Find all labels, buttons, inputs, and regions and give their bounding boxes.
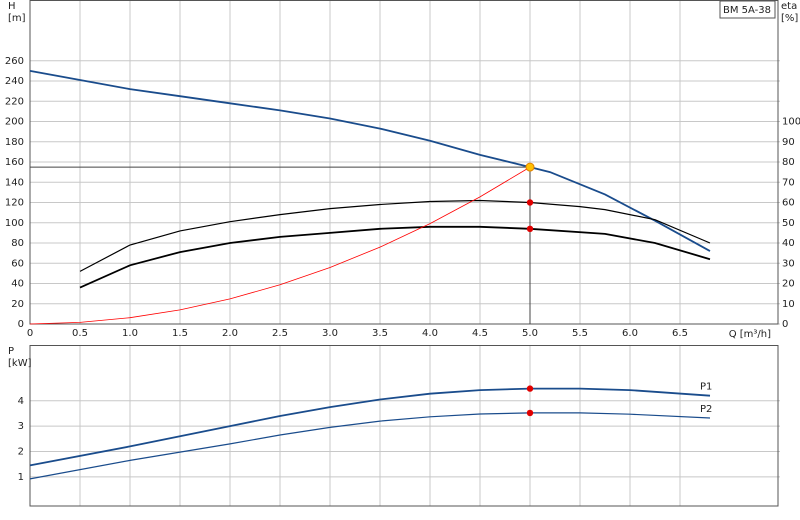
y-tick-label: 180 — [5, 137, 24, 148]
y-tick-label: 120 — [5, 198, 24, 209]
x-tick-label: 2.0 — [222, 328, 238, 339]
y2-tick-label: 40 — [782, 238, 795, 249]
curve — [29, 70, 711, 252]
y2-tick-label: 20 — [782, 279, 795, 290]
annotation: BM 5A-38 — [723, 5, 771, 16]
series-label: P2 — [700, 404, 712, 415]
y-tick-label: 80 — [11, 238, 24, 249]
y2-tick-label: 50 — [782, 218, 795, 229]
y-axis-label: [kW] — [8, 358, 32, 369]
x-axis-label: Q [m³/h] — [729, 329, 771, 340]
curve — [29, 387, 711, 467]
operating-point — [526, 409, 534, 417]
y2-tick-label: 80 — [782, 157, 795, 168]
y-axis-label: H — [8, 1, 16, 12]
y-tick-label: 20 — [11, 299, 24, 310]
x-tick-label: 3.0 — [322, 328, 338, 339]
curve — [29, 166, 531, 325]
x-tick-label: 2.5 — [272, 328, 288, 339]
y-tick-label: 40 — [11, 279, 24, 290]
y-tick-label: 1 — [18, 472, 24, 483]
x-tick-label: 1.5 — [172, 328, 188, 339]
operating-point — [526, 199, 534, 206]
curve — [29, 412, 711, 480]
y2-tick-label: 10 — [782, 299, 795, 310]
operating-point — [526, 385, 534, 392]
y2-tick-label: 100 — [782, 117, 800, 128]
x-tick-label: 0 — [27, 328, 33, 339]
y2-axis-label: [%] — [781, 13, 798, 24]
y-tick-label: 240 — [5, 76, 24, 87]
y-tick-label: 60 — [11, 258, 24, 269]
y-tick-label: 260 — [5, 56, 24, 67]
y2-tick-label: 60 — [782, 198, 795, 209]
curve — [79, 225, 711, 289]
y2-tick-label: 0 — [782, 319, 788, 330]
y-tick-label: 2 — [18, 446, 24, 457]
operating-point — [525, 162, 535, 172]
y2-tick-label: 30 — [782, 258, 795, 269]
y2-tick-label: 90 — [782, 137, 795, 148]
plot-frame — [29, 0, 779, 325]
x-tick-label: 6.0 — [622, 328, 638, 339]
x-tick-label: 4.0 — [422, 328, 438, 339]
annotation-box — [719, 0, 776, 19]
operating-point — [526, 225, 534, 233]
y2-axis-label: eta — [781, 1, 797, 12]
x-tick-label: 0.5 — [72, 328, 88, 339]
x-tick-label: 3.5 — [372, 328, 388, 339]
plot-frame — [29, 345, 779, 507]
curve — [79, 199, 711, 272]
x-tick-label: 5.0 — [522, 328, 538, 339]
x-tick-label: 1.0 — [122, 328, 138, 339]
series-label: P1 — [700, 382, 712, 393]
y-tick-label: 140 — [5, 177, 24, 188]
x-tick-label: 4.5 — [472, 328, 488, 339]
y-tick-label: 220 — [5, 96, 24, 107]
y-tick-label: 200 — [5, 117, 24, 128]
y-axis-label: [m] — [8, 13, 26, 24]
y2-tick-label: 70 — [782, 177, 795, 188]
y-tick-label: 160 — [5, 157, 24, 168]
y-axis-label: P — [8, 346, 14, 357]
y-tick-label: 4 — [18, 396, 24, 407]
x-tick-label: 5.5 — [572, 328, 588, 339]
y-tick-label: 0 — [18, 319, 24, 330]
y-tick-label: 100 — [5, 218, 24, 229]
x-tick-label: 6.5 — [672, 328, 688, 339]
y-tick-label: 3 — [18, 421, 24, 432]
